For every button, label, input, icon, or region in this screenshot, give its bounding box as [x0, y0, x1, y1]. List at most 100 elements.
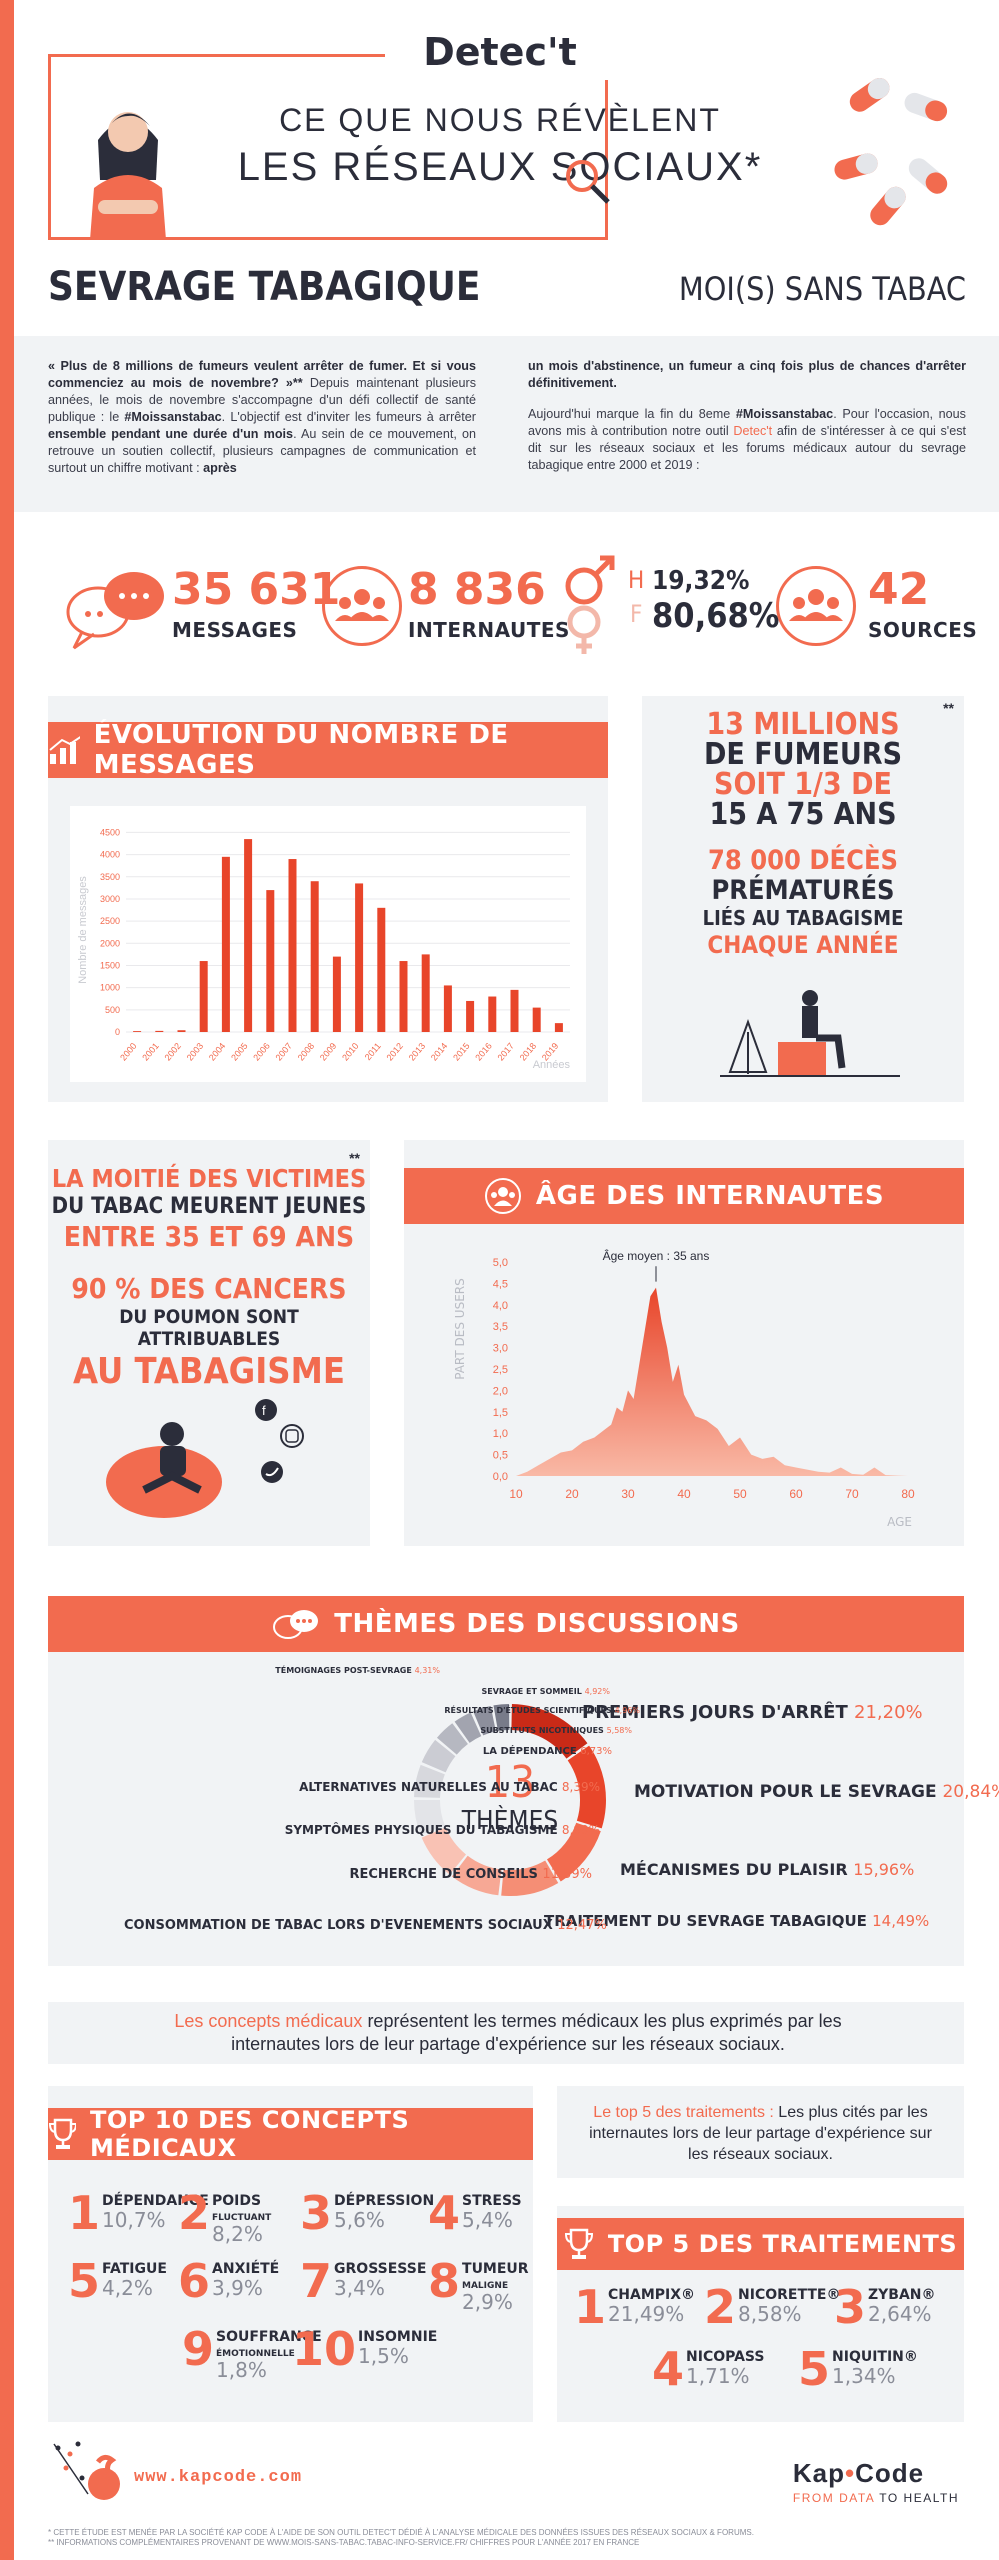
concept-percent: 3,4%	[334, 2276, 385, 2300]
header-title-line2: LES RÉSEAUX SOCIAUX*	[237, 145, 763, 189]
x-tick-label: 2014	[429, 1041, 450, 1063]
footer-url[interactable]: www.kapcode.com	[134, 2468, 303, 2487]
concept-percent: 5,4%	[462, 2208, 513, 2232]
fact-stars: **	[943, 700, 954, 716]
theme-name: RECHERCHE DE CONSEILS	[349, 1867, 543, 1882]
evolution-title-band: ÉVOLUTION DU NOMBRE DE MESSAGES	[48, 720, 608, 780]
bar	[488, 996, 497, 1032]
x-tick-label: 2009	[318, 1041, 339, 1063]
speech-bubbles-icon	[273, 1610, 319, 1639]
theme-name: SUBSTITUTS NICOTINIQUES	[480, 1726, 607, 1735]
treatment-percent: 2,64%	[868, 2302, 932, 2326]
bar	[155, 1030, 164, 1032]
intro-text: Aujourd'hui marque la fin du 8eme	[528, 407, 736, 421]
intro-text: . Au sein de ce mouvement, on retrouve u…	[48, 427, 476, 475]
x-tick-label: 10	[509, 1487, 523, 1501]
evolution-title: ÉVOLUTION DU NOMBRE DE MESSAGES	[93, 720, 509, 780]
svg-text:f: f	[262, 1403, 266, 1418]
tagline-b: TO HEALTH	[874, 2491, 959, 2505]
intro-panel: « Plus de 8 millions de fumeurs veulent …	[14, 336, 999, 512]
concept-name: INSOMNIE	[358, 2329, 438, 2345]
theme-label: TRAITEMENT DU SEVRAGE TABAGIQUE 14,49%	[544, 1912, 929, 1930]
y-tick-label: 2,5	[493, 1364, 508, 1376]
intro-text: . L'objectif est d'inviter les fumeurs à…	[221, 410, 477, 424]
x-tick-label: 60	[789, 1487, 803, 1501]
x-tick-label: 30	[621, 1487, 635, 1501]
brand-name: Detec't	[423, 30, 577, 74]
intro-quote: « Plus de 8 millions de fumeurs veulent …	[48, 359, 476, 390]
concept-percent: 3,9%	[212, 2276, 263, 2300]
gender-f-letter: F	[630, 600, 643, 628]
concept-rank: 10	[292, 2322, 357, 2376]
x-tick-label: 2007	[273, 1041, 294, 1063]
bar	[399, 961, 408, 1032]
treatment-name: NICOPASS	[686, 2349, 765, 2365]
y-tick-label: 4500	[100, 827, 120, 837]
concepts-intro-emphasis: Les concepts médicaux	[174, 2011, 363, 2031]
theme-name: MÉCANISMES DU PLAISIR	[620, 1860, 854, 1879]
concept-rank: 8	[428, 2254, 461, 2308]
speech-bubbles-icon	[60, 562, 170, 657]
donut-slice	[546, 1822, 601, 1882]
donut-slice	[501, 1860, 559, 1896]
intro-emphasis: après	[203, 461, 237, 475]
concept-name: DÉPENDANCE	[102, 2193, 209, 2209]
theme-label: RECHERCHE DE CONSEILS 11,59%	[192, 1867, 592, 1882]
x-tick-label: 2008	[296, 1041, 317, 1063]
top5-intro-text: Le top 5 des traitements : Les plus cité…	[577, 2102, 944, 2165]
age-title: ÂGE DES INTERNAUTES	[535, 1181, 885, 1211]
footnote-1: * CETTE ÉTUDE EST MENÉE PAR LA SOCIÉTÉ K…	[48, 2528, 754, 2537]
x-tick-label: 70	[845, 1487, 859, 1501]
treatment-rank: 4	[652, 2342, 685, 2396]
intro-paragraph: un mois d'abstinence, un fumeur a cinq f…	[528, 358, 966, 392]
footnote-2: ** INFORMATIONS COMPLÉMENTAIRES PROVENAN…	[48, 2538, 640, 2547]
treatment-item: 5 NIQUITIN® 1,34%	[798, 2346, 918, 2392]
left-accent-bar	[0, 0, 14, 2560]
concept-subname: ÉMOTIONNELLE	[216, 2349, 295, 2359]
theme-percent: 14,49%	[872, 1912, 930, 1930]
treatment-name: NIQUITIN®	[832, 2349, 918, 2365]
x-tick-label: 2001	[140, 1041, 161, 1063]
theme-label: PREMIERS JOURS D'ARRÊT 21,20%	[582, 1702, 923, 1723]
concept-rank: 2	[178, 2186, 211, 2240]
evolution-chart-area: 0 500 1000 1500 2000 2500 3000 3500 4000 4500 2000…	[70, 806, 586, 1082]
bar	[466, 1000, 475, 1032]
gender-h-value: 19,32%	[652, 566, 750, 596]
y-tick-label: 0,0	[493, 1471, 508, 1483]
x-tick-label: 2012	[384, 1041, 405, 1063]
themes-panel	[48, 1596, 964, 1966]
treatment-percent: 8,58%	[738, 2302, 802, 2326]
y-tick-label: 500	[105, 1005, 120, 1015]
sitting-man-illustration	[720, 982, 900, 1087]
fact-line: PRÉMATURÉS	[711, 875, 895, 906]
donut-slice	[493, 1704, 510, 1732]
themes-title: THÈMES DES DISCUSSIONS	[334, 1609, 740, 1639]
concept-name: TUMEUR	[462, 2261, 529, 2277]
themes-count-label: THÈMES	[461, 1806, 559, 1836]
fact-line: 78 000 DÉCÈS	[707, 845, 899, 876]
theme-label: CONSOMMATION DE TABAC LORS D'EVENEMENTS …	[124, 1918, 607, 1933]
brand-part-b: Code	[855, 2458, 925, 2488]
top5-title-band: TOP 5 DES TRAITEMENTS	[557, 2218, 964, 2270]
donut-slice	[473, 1705, 496, 1736]
theme-name: LA DÉPENDANCE	[482, 1746, 581, 1757]
concept-item: 5 FATIGUE 4,2%	[68, 2258, 167, 2304]
fact-line: 13 MILLIONS	[706, 707, 900, 742]
messages-label: MESSAGES	[172, 618, 298, 642]
y-tick-label: 1,0	[493, 1428, 508, 1440]
treatment-item: 4 NICOPASS 1,71%	[652, 2346, 764, 2392]
top5-intro-panel: Le top 5 des traitements : Les plus cité…	[557, 2086, 964, 2178]
intro-hashtag: #Moissanstabac	[735, 407, 834, 421]
donut-slice	[567, 1745, 606, 1829]
messages-bar-chart: 0 500 1000 1500 2000 2500 3000 3500 4000 4500 2000…	[77, 827, 570, 1071]
bar	[355, 883, 364, 1032]
users-value: 8 836	[408, 564, 546, 615]
twitter-icon	[261, 1461, 283, 1483]
bar	[133, 1031, 142, 1032]
age-title-band: ÂGE DES INTERNAUTES	[404, 1168, 964, 1224]
bar	[532, 1007, 541, 1032]
theme-name: ALTERNATIVES NATURELLES AU TABAC	[299, 1780, 562, 1794]
x-tick-label: 2011	[363, 1041, 383, 1062]
concept-item: 10 INSOMNIE 1,5%	[292, 2326, 437, 2372]
concepts-intro-panel: Les concepts médicaux représentent les t…	[48, 2002, 964, 2064]
